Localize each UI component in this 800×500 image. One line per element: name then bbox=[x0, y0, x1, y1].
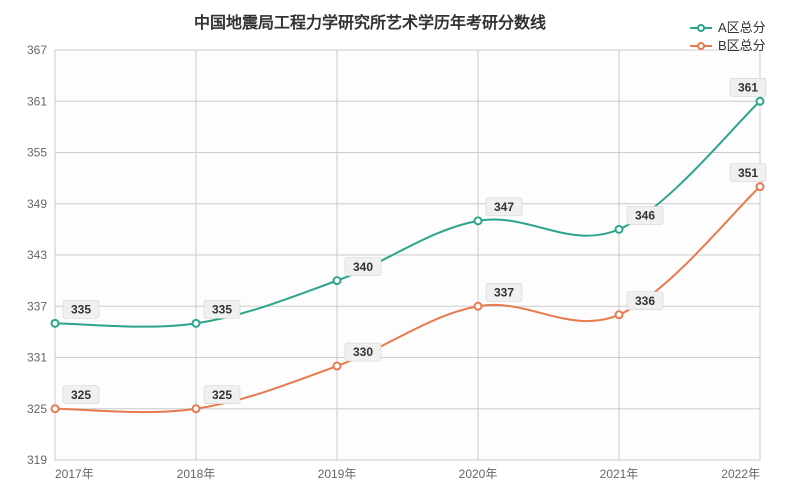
data-point bbox=[193, 320, 200, 327]
data-label: 340 bbox=[353, 260, 373, 274]
x-tick-label: 2019年 bbox=[318, 467, 357, 481]
data-label: 337 bbox=[494, 285, 514, 299]
data-label: 335 bbox=[71, 303, 91, 317]
y-tick-label: 367 bbox=[27, 43, 47, 57]
line-chart: { "chart": { "type": "line", "width": 80… bbox=[0, 0, 800, 500]
chart-title: 中国地震局工程力学研究所艺术学历年考研分数线 bbox=[194, 13, 546, 32]
data-point bbox=[334, 277, 341, 284]
x-tick-label: 2020年 bbox=[459, 467, 498, 481]
x-tick-label: 2022年 bbox=[721, 467, 760, 481]
x-tick-label: 2018年 bbox=[177, 467, 216, 481]
y-tick-label: 343 bbox=[27, 248, 47, 262]
y-tick-label: 361 bbox=[27, 94, 47, 108]
data-label: 325 bbox=[212, 388, 232, 402]
data-label: 336 bbox=[635, 294, 655, 308]
x-tick-label: 2017年 bbox=[55, 467, 94, 481]
data-point bbox=[52, 320, 59, 327]
data-point bbox=[475, 217, 482, 224]
y-tick-label: 337 bbox=[27, 299, 47, 313]
data-label: 361 bbox=[738, 80, 758, 94]
data-point bbox=[52, 405, 59, 412]
y-tick-label: 319 bbox=[27, 453, 47, 467]
y-tick-label: 325 bbox=[27, 402, 47, 416]
data-point bbox=[616, 311, 623, 318]
legend-marker bbox=[698, 43, 704, 49]
data-point bbox=[757, 183, 764, 190]
data-point bbox=[193, 405, 200, 412]
y-tick-label: 355 bbox=[27, 146, 47, 160]
y-tick-label: 331 bbox=[27, 351, 47, 365]
data-label: 351 bbox=[738, 166, 758, 180]
data-point bbox=[616, 226, 623, 233]
data-label: 325 bbox=[71, 388, 91, 402]
data-label: 346 bbox=[635, 209, 655, 223]
data-label: 335 bbox=[212, 303, 232, 317]
data-label: 347 bbox=[494, 200, 514, 214]
y-tick-label: 349 bbox=[27, 197, 47, 211]
legend-label: B区总分 bbox=[718, 38, 766, 53]
data-point bbox=[334, 363, 341, 370]
legend-label: A区总分 bbox=[718, 20, 766, 35]
data-point bbox=[757, 98, 764, 105]
chart-svg: 319 325 331 337 343 349 355 361 367 2017年 2018年 201… bbox=[0, 0, 800, 500]
data-label: 330 bbox=[353, 345, 373, 359]
data-point bbox=[475, 303, 482, 310]
x-tick-label: 2021年 bbox=[600, 467, 639, 481]
legend-marker bbox=[698, 25, 704, 31]
